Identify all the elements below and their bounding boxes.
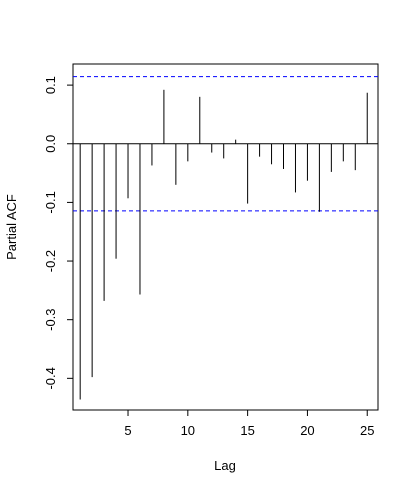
x-tick-label-5: 5	[124, 423, 131, 438]
x-tick-label-25: 25	[360, 423, 374, 438]
x-tick-label-15: 15	[240, 423, 254, 438]
x-tick-label-10: 10	[181, 423, 195, 438]
y-tick-label-1: -0.3	[43, 308, 58, 330]
y-axis: -0.4 -0.3 -0.2 -0.1 0.0 0.1	[43, 76, 73, 390]
x-axis-label: Lag	[214, 458, 236, 473]
y-tick-label-5: 0.1	[43, 76, 58, 94]
plot-area	[72, 63, 379, 411]
y-tick-label-4: 0.0	[43, 135, 58, 153]
y-axis-label: Partial ACF	[4, 194, 19, 260]
x-axis: 5 10 15 20 25	[124, 410, 374, 438]
y-tick-label-0: -0.4	[43, 367, 58, 389]
x-tick-label-20: 20	[300, 423, 314, 438]
y-tick-label-2: -0.2	[43, 250, 58, 272]
chart-marks	[73, 76, 378, 400]
plot-frame	[72, 63, 379, 411]
y-tick-label-3: -0.1	[43, 191, 58, 213]
